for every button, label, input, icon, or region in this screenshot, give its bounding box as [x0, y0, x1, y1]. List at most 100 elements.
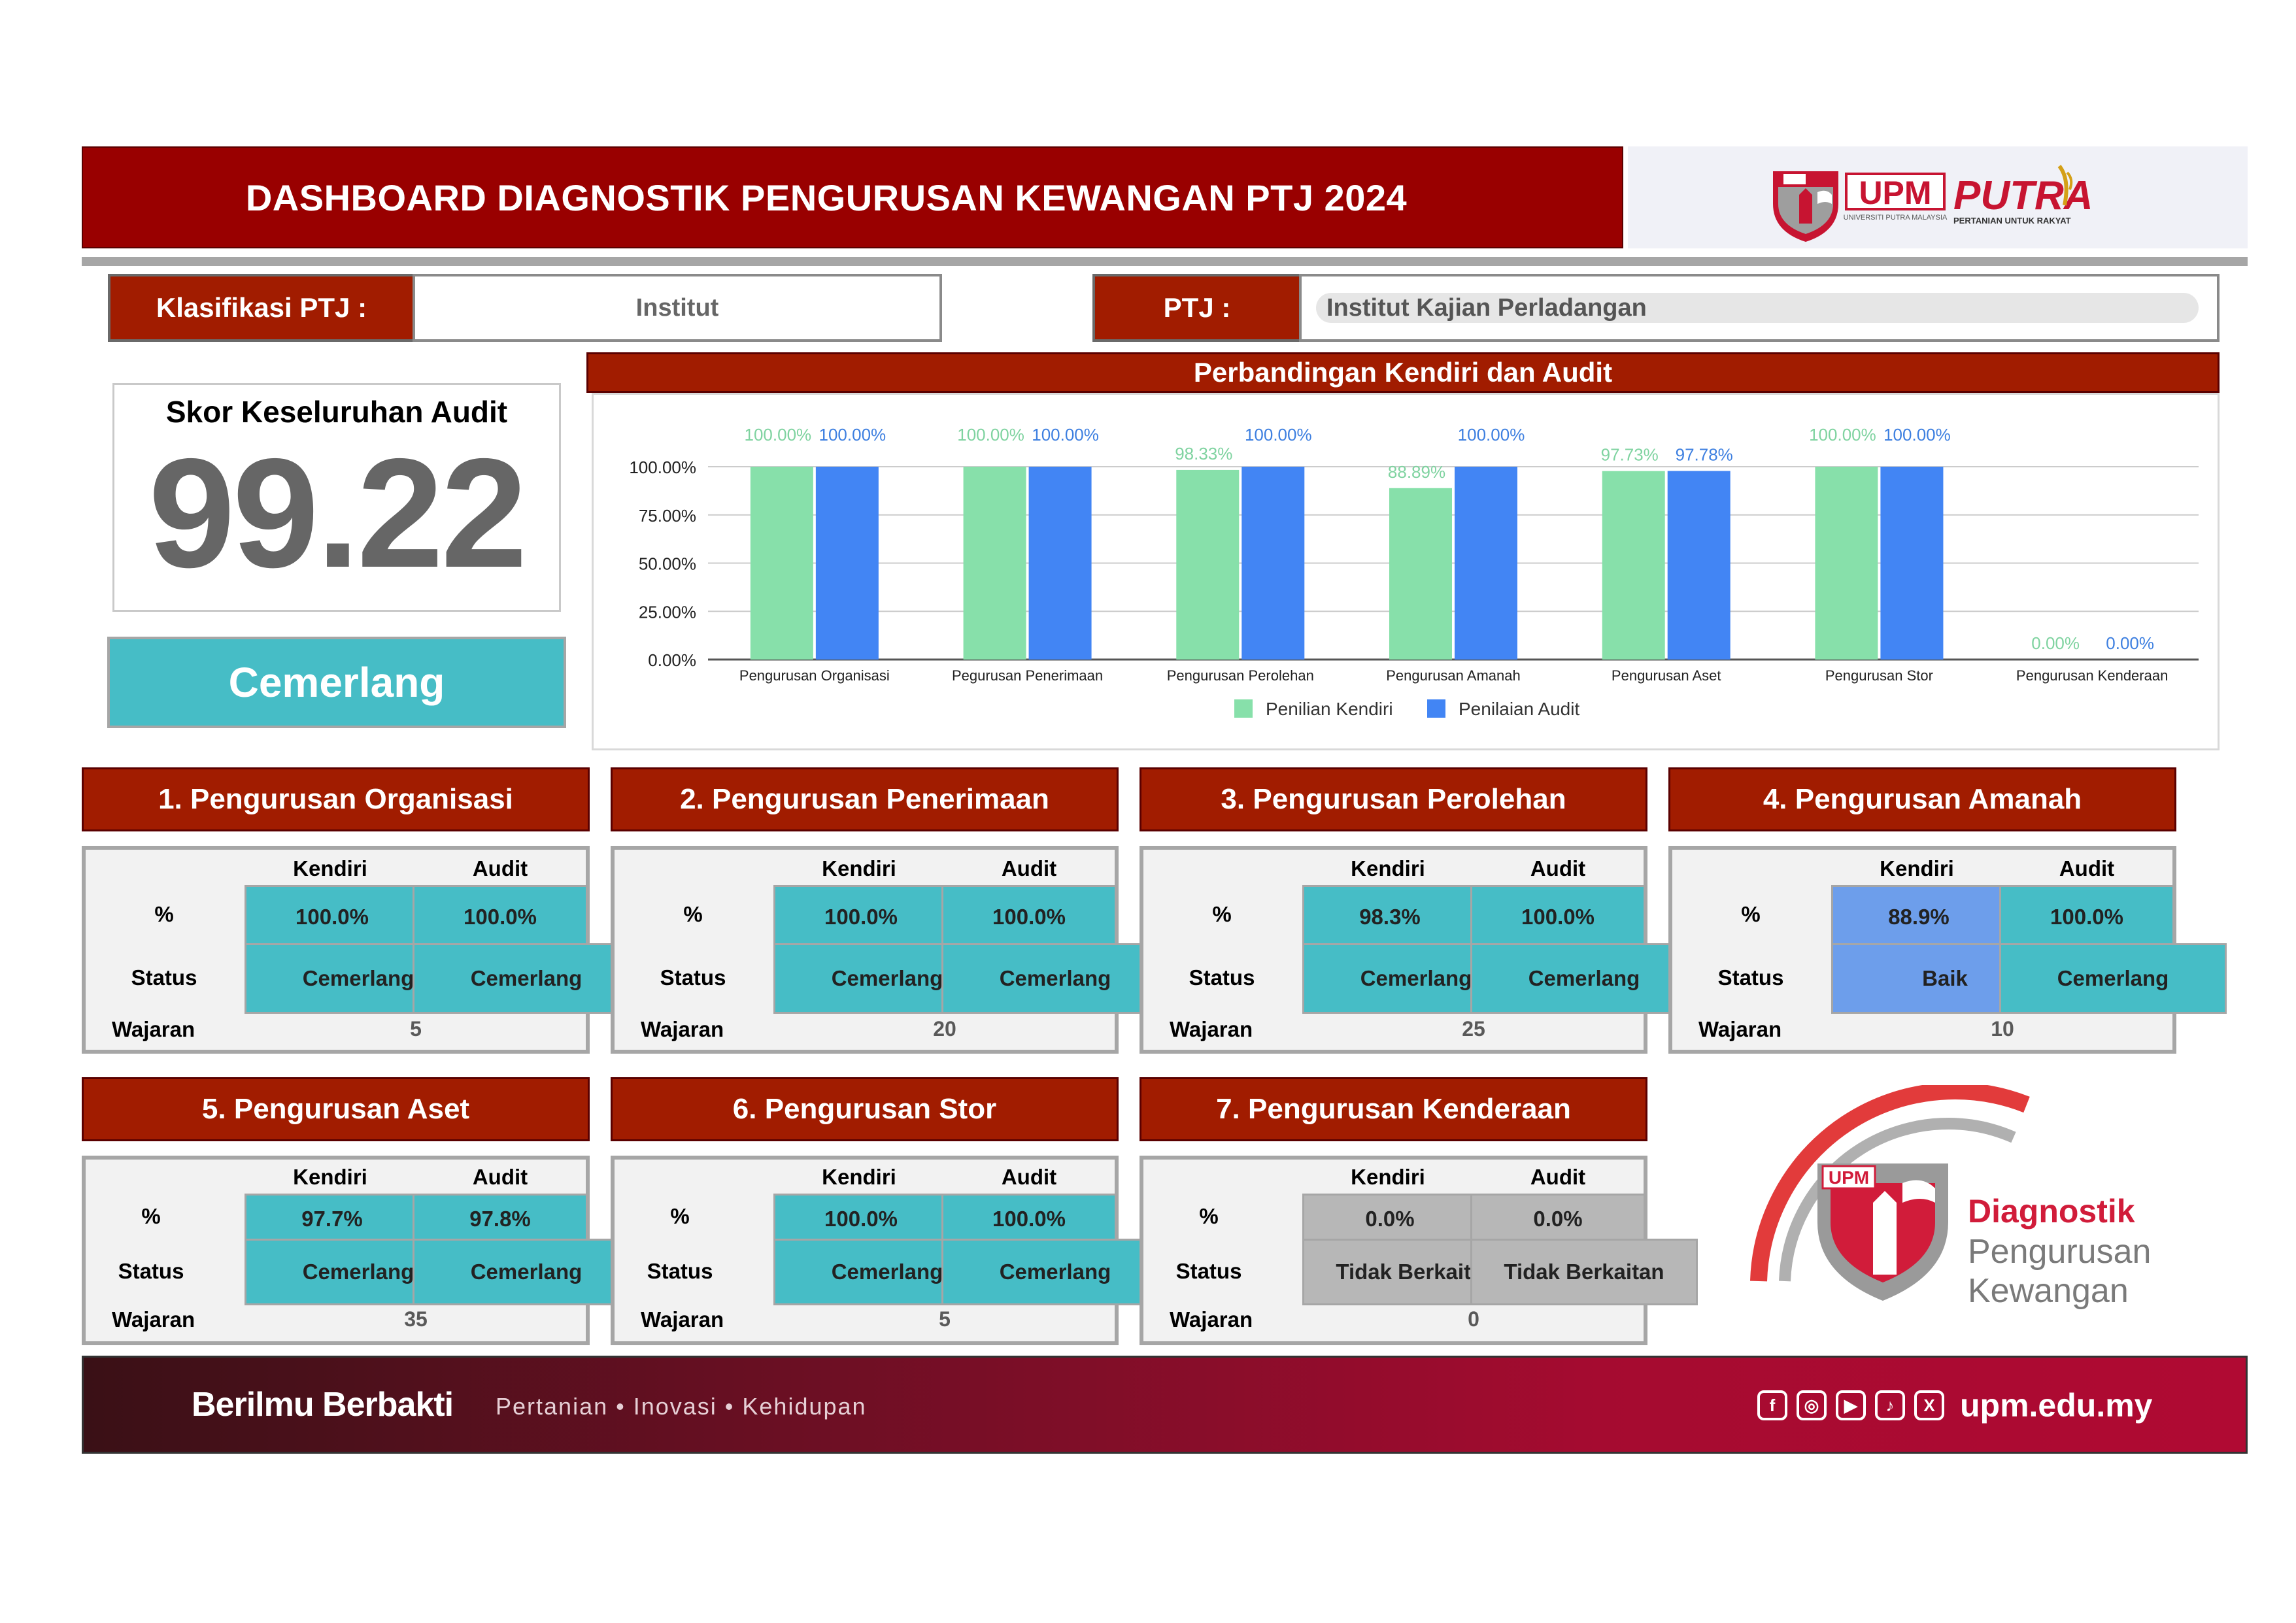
audit-data-label: 100.00% [1883, 425, 1951, 444]
percent-label: % [683, 902, 703, 926]
score-value: 99.22 [148, 427, 528, 600]
kendiri-bar [1389, 488, 1452, 660]
wajaran-label: Wajaran [112, 1307, 195, 1331]
section-table: Kendiri Audit % Status Wajaran 100.0% 10… [611, 1156, 1169, 1345]
section-title: 6. Pengurusan Stor [611, 1077, 1119, 1141]
status-label: Status [647, 1259, 713, 1283]
x-icon[interactable]: X [1914, 1390, 1944, 1420]
logo-line-1: Diagnostik [1968, 1193, 2135, 1230]
klasifikasi-label: Klasifikasi PTJ : [108, 274, 415, 342]
score-title: Skor Keseluruhan Audit [165, 395, 508, 429]
footer-banner: Berilmu Berbakti Pertanian • Inovasi • K… [82, 1356, 2248, 1454]
kendiri-data-label: 98.33% [1175, 444, 1232, 463]
audit-header: Audit [2059, 856, 2115, 880]
svg-text:PUTRA: PUTRA [1953, 173, 2093, 218]
wajaran-value: 20 [933, 1017, 956, 1041]
wajaran-value: 0 [1468, 1307, 1479, 1331]
section-table: Kendiri Audit % Status Wajaran 88.9% 100… [1668, 846, 2227, 1054]
legend-kendiri-swatch [1234, 699, 1253, 718]
wajaran-value: 25 [1462, 1017, 1485, 1041]
upm-shield-icon [1773, 171, 1838, 242]
audit-data-label: 100.00% [1458, 425, 1525, 444]
audit-data-label: 100.00% [819, 425, 886, 444]
wajaran-value: 5 [939, 1307, 951, 1331]
score-rating: Cemerlang [107, 637, 566, 728]
audit-percent-cell: 100.0% [941, 885, 1117, 949]
audit-percent-cell: 100.0% [1999, 885, 2174, 949]
section-title: 5. Pengurusan Aset [82, 1077, 590, 1141]
diagnostik-logo: UPM Diagnostik Pengurusan Kewangan [1739, 1082, 2197, 1320]
kendiri-percent-cell: 100.0% [773, 885, 949, 949]
audit-status-cell: Cemerlang [941, 1239, 1169, 1305]
ptj-select[interactable]: Institut Kajian Perladangan [1299, 274, 2220, 342]
footer-url[interactable]: upm.edu.my [1960, 1387, 2153, 1424]
audit-percent-cell: 100.0% [941, 1194, 1117, 1245]
status-label: Status [660, 965, 726, 990]
audit-bar [815, 467, 879, 660]
wajaran-label: Wajaran [641, 1307, 724, 1331]
audit-status-cell: Cemerlang [413, 943, 640, 1014]
overall-score-card: Skor Keseluruhan Audit 99.22 [112, 383, 561, 612]
section-title: 1. Pengurusan Organisasi [82, 767, 590, 831]
audit-header: Audit [472, 856, 528, 880]
youtube-icon[interactable]: ▶ [1836, 1390, 1866, 1420]
audit-header: Audit [1530, 1165, 1586, 1189]
svg-text:UPM: UPM [1859, 175, 1931, 211]
kendiri-data-label: 100.00% [1809, 425, 1876, 444]
x-category-label: Pengurusan Organisasi [739, 667, 890, 684]
kendiri-data-label: 100.00% [957, 425, 1024, 444]
audit-status-cell: Cemerlang [941, 943, 1169, 1014]
header-divider [82, 257, 2248, 266]
logo-line-3: Kewangan [1968, 1272, 2129, 1310]
section-title: 3. Pengurusan Perolehan [1140, 767, 1647, 831]
audit-data-label: 100.00% [1032, 425, 1099, 444]
tiktok-icon[interactable]: ♪ [1875, 1390, 1905, 1420]
svg-text:PERTANIAN UNTUK RAKYAT: PERTANIAN UNTUK RAKYAT [1953, 216, 2071, 226]
audit-bar [1667, 471, 1730, 660]
audit-data-label: 0.00% [2106, 633, 2154, 653]
wajaran-value: 10 [1991, 1017, 2014, 1041]
comparison-chart-svg: 0.00% 25.00% 50.00% 75.00% 100.00% Pengurusan… [629, 425, 2199, 719]
audit-status-cell: Cemerlang [413, 1239, 640, 1305]
logo-line-2: Pengurusan [1968, 1233, 2151, 1271]
svg-text:UNIVERSITI PUTRA MALAYSIA: UNIVERSITI PUTRA MALAYSIA [1844, 214, 1948, 222]
x-category-label: Pengurusan Kenderaan [2016, 667, 2168, 684]
audit-header: Audit [1001, 856, 1057, 880]
facebook-icon[interactable]: f [1757, 1390, 1787, 1420]
y-tick-label: 100.00% [629, 458, 696, 477]
kendiri-data-label: 0.00% [2031, 633, 2080, 653]
wajaran-label: Wajaran [641, 1017, 724, 1041]
legend-audit-label: Penilaian Audit [1459, 699, 1579, 719]
instagram-icon[interactable]: ◎ [1797, 1390, 1827, 1420]
wajaran-value: 5 [410, 1017, 422, 1041]
kendiri-percent-cell: 100.0% [245, 885, 420, 949]
kendiri-header: Kendiri [822, 856, 896, 880]
kendiri-bar [963, 467, 1026, 660]
percent-label: % [1212, 902, 1232, 926]
footer-motto: Berilmu Berbakti [192, 1386, 454, 1424]
audit-status-cell: Cemerlang [1470, 943, 1698, 1014]
percent-label: % [1199, 1204, 1219, 1228]
wajaran-label: Wajaran [112, 1017, 195, 1041]
percent-label: % [1741, 902, 1761, 926]
ptj-value-chip: Institut Kajian Perladangan [1316, 293, 2199, 323]
audit-header: Audit [472, 1165, 528, 1189]
svg-text:UPM: UPM [1829, 1167, 1869, 1188]
kendiri-percent-cell: 0.0% [1302, 1194, 1477, 1245]
y-tick-label: 0.00% [648, 650, 696, 670]
kendiri-bar [1176, 469, 1240, 660]
dashboard-title: DASHBOARD DIAGNOSTIK PENGURUSAN KEWANGAN… [245, 176, 1408, 218]
status-label: Status [1189, 965, 1255, 990]
x-category-label: Pengurusan Amanah [1386, 667, 1521, 684]
audit-bar [1241, 467, 1305, 660]
audit-bar [1455, 467, 1517, 660]
section-title: 4. Pengurusan Amanah [1668, 767, 2176, 831]
percent-label: % [670, 1204, 690, 1228]
kendiri-header: Kendiri [1351, 856, 1425, 880]
section-table: Kendiri Audit % Status Wajaran 100.0% 10… [611, 846, 1169, 1054]
ptj-label: PTJ : [1092, 274, 1302, 342]
kendiri-bar [1602, 471, 1665, 660]
logo-arc [1750, 1082, 2030, 1282]
klasifikasi-select[interactable]: Institut [413, 274, 942, 342]
audit-bar [1880, 467, 1944, 660]
